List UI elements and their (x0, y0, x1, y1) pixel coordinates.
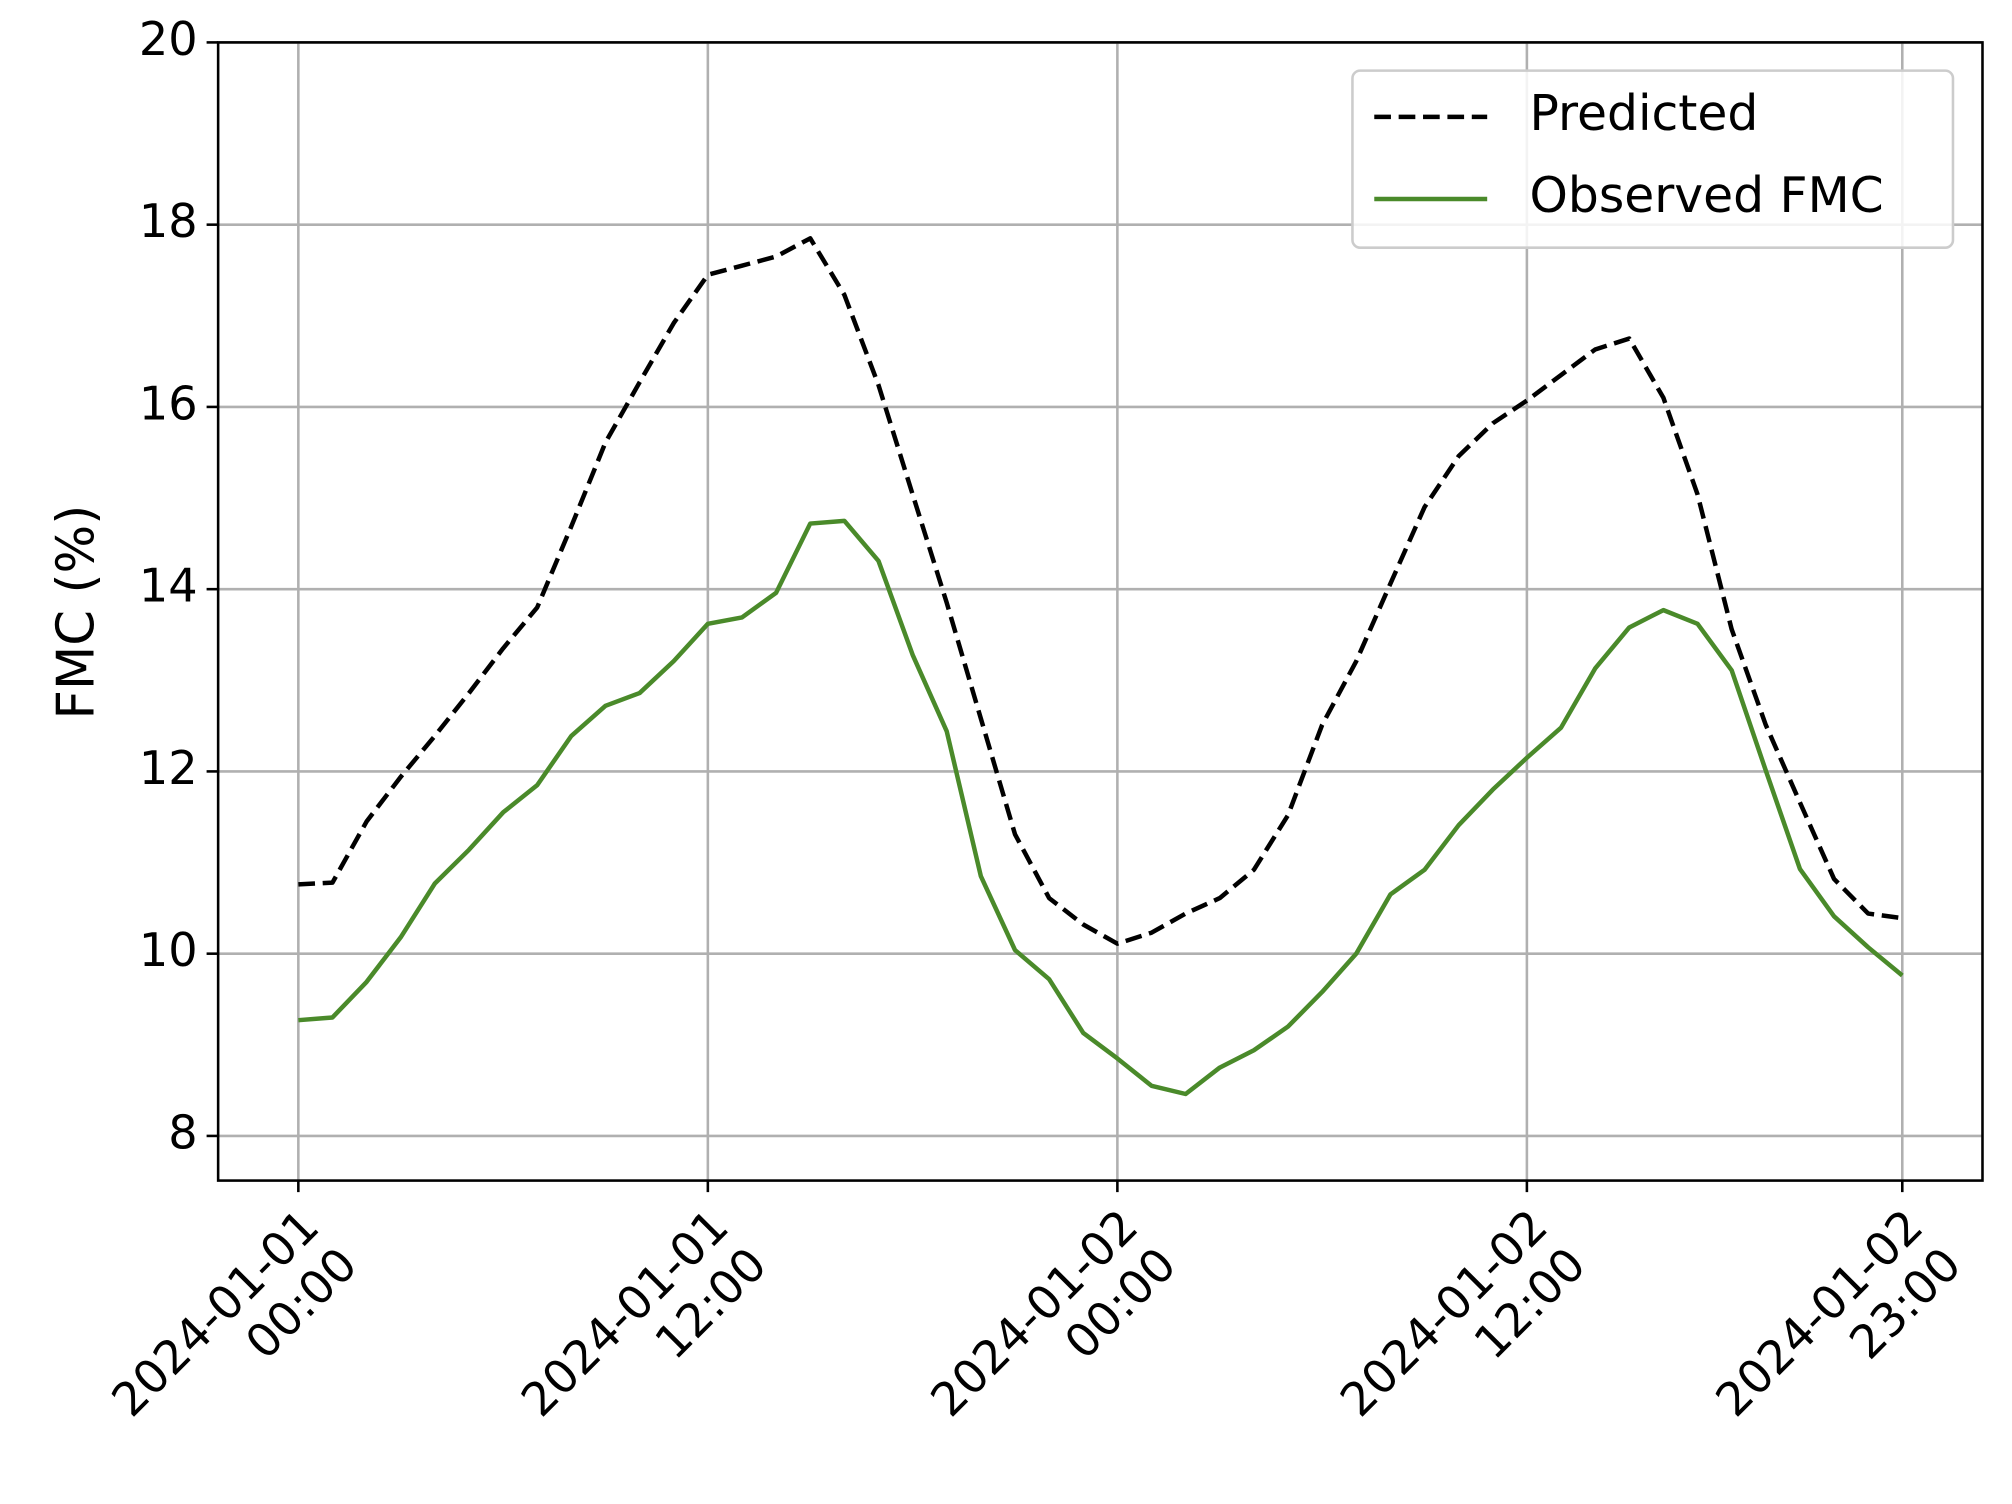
legend-frame (1351, 69, 1955, 250)
y-tick-label: 18 (139, 194, 198, 248)
legend: Predicted Observed FMC (1351, 69, 1955, 250)
legend-label: Observed FMC (1530, 168, 1884, 224)
data-line (298, 518, 1904, 1097)
y-tick-label: 12 (139, 741, 198, 795)
data-line (298, 236, 1903, 946)
y-tick-label: 16 (139, 376, 198, 430)
x-tick-label: 2024-01-0212:00 (1330, 1199, 1596, 1465)
x-tick-label: 2024-01-0223:00 (1705, 1199, 1971, 1465)
y-tick-label: 10 (139, 923, 198, 977)
y-tick-label: 14 (139, 559, 198, 613)
x-tick-label: 2024-01-0200:00 (920, 1199, 1186, 1465)
x-tick-label: 2024-01-0100:00 (101, 1199, 367, 1465)
y-axis-label: FMC (%) (47, 505, 107, 720)
legend-label: Predicted (1530, 86, 1759, 142)
y-tick-label: 8 (168, 1105, 197, 1159)
plot-frame (216, 41, 1984, 1182)
y-tick-label: 20 (139, 12, 198, 66)
x-tick-label: 2024-01-0112:00 (511, 1199, 777, 1465)
